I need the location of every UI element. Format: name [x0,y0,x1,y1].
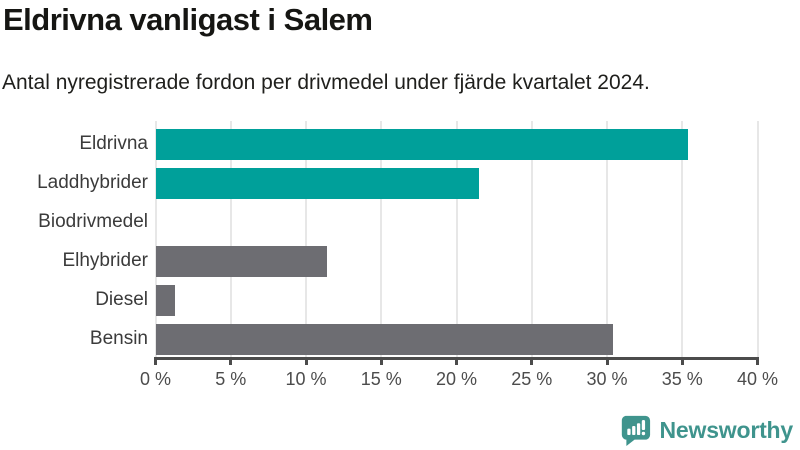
x-axis-tick [304,358,308,365]
bar-chart: Eldrivna Laddhybrider Biodrivmedel Elhybrid… [37,121,779,389]
x-axis-tick [154,358,157,365]
gridline [380,121,383,358]
bar [155,323,614,355]
bar [155,167,480,199]
category-label: Biodrivmedel [38,211,148,233]
gridline [530,121,533,358]
x-axis-tick-label: 40 % [736,369,779,389]
gridline [154,121,157,358]
chart-title: Eldrivna vanligast i Salem [3,2,373,37]
category-label: Diesel [95,289,148,311]
gridline [606,121,608,358]
bar [155,284,176,316]
gridline [305,121,307,358]
x-axis-tick-label: 20 % [435,369,478,389]
newsworthy-logo-icon [621,415,650,446]
category-label: Bensin [89,328,148,350]
x-axis-tick [379,358,383,365]
chart-subtitle: Antal nyregistrerade fordon per drivmede… [2,71,650,94]
x-axis-tick-label: 0 % [139,369,172,389]
category-label: Eldrivna [79,133,148,155]
x-axis-tick-label: 15 % [360,369,402,389]
gridline [455,121,458,358]
x-axis-tick-label: 5 % [215,369,247,389]
gridline [756,121,759,358]
category-label: Laddhybrider [37,172,148,194]
x-axis-tick [680,358,684,365]
gridline [229,121,232,358]
gridline [681,121,684,358]
newsworthy-brand-text: Newsworthy [659,417,794,443]
x-axis-tick-label: 35 % [661,369,703,389]
x-axis-tick [605,358,609,365]
bar [155,245,328,277]
x-axis-tick-label: 25 % [511,369,553,389]
bar [155,128,689,160]
newsworthy-brand: Newsworthy [620,415,793,446]
x-axis-tick [530,358,534,365]
category-label: Elhybrider [62,250,148,272]
x-axis-tick [455,358,458,365]
x-axis-tick [229,358,233,365]
x-axis-tick-label: 10 % [285,369,327,389]
x-axis-tick [756,358,759,365]
x-axis-tick-label: 30 % [586,369,628,389]
